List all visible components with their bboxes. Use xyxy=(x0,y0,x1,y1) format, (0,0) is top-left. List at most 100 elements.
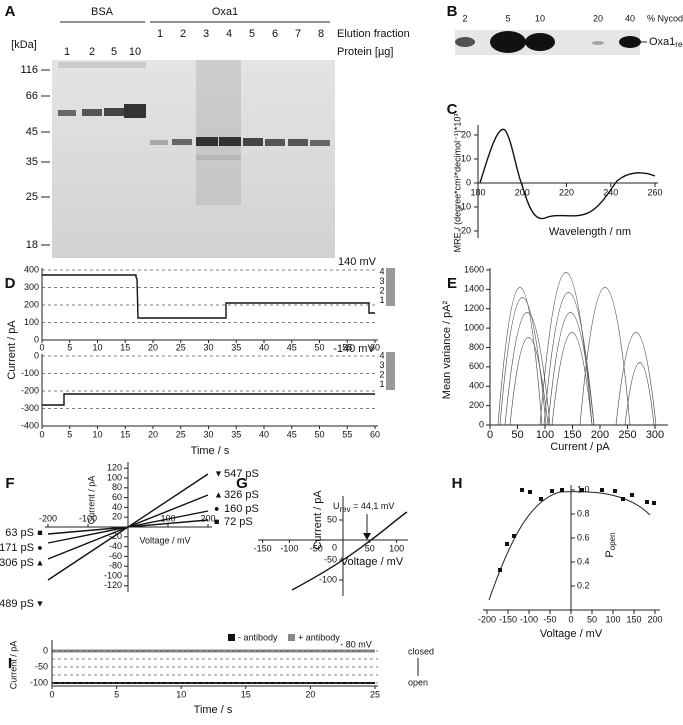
y-tick-label: 1.0 xyxy=(577,484,590,494)
x-tick-label: 20 xyxy=(148,342,158,352)
x-tick-label: 5 xyxy=(114,689,119,699)
lane-label: 4 xyxy=(226,28,232,40)
level-label: 3 xyxy=(379,360,384,370)
y-tick-label: -100 xyxy=(319,574,337,584)
y-tick-label: 0 xyxy=(479,419,484,429)
y-axis-label: Current / pA xyxy=(86,476,96,525)
y-tick-label: -60 xyxy=(109,551,122,561)
fraction-label: 40 xyxy=(625,13,635,23)
voltage-label: -140 mV xyxy=(333,343,375,355)
popen-points xyxy=(498,488,656,572)
x-tick-label: 50 xyxy=(314,429,324,439)
y-tick-label: -20 xyxy=(458,225,471,235)
text-part: Oxa1 xyxy=(649,36,675,48)
x-tick-label: 150 xyxy=(563,429,581,441)
voltage-label: 140 mV xyxy=(338,256,377,268)
y-tick-label: 300 xyxy=(24,282,39,292)
x-axis-label: Time / s xyxy=(194,704,233,716)
x-tick-label: 0 xyxy=(487,429,493,441)
y-tick-label: 1400 xyxy=(464,284,484,294)
bands xyxy=(58,60,330,205)
level-bar xyxy=(386,268,395,306)
x-tick-label: -100 xyxy=(79,513,97,523)
y-tick-label: 50 xyxy=(327,514,337,524)
lane-label: 2 xyxy=(180,28,186,40)
conductance-label: 160 pS xyxy=(224,503,259,515)
marker-label: 66 xyxy=(26,90,38,102)
legend-swatch xyxy=(288,634,295,641)
lane-label: 5 xyxy=(111,46,117,58)
x-tick-label: 55 xyxy=(342,429,352,439)
y-tick-label: 400 xyxy=(24,264,39,274)
x-tick-label: 100 xyxy=(605,614,620,624)
conductance-label: 306 pS xyxy=(0,557,34,569)
y-axis-label: Current / pA xyxy=(312,490,324,550)
x-tick-label: 45 xyxy=(287,342,297,352)
x-tick-label: 30 xyxy=(203,429,213,439)
x-tick-label: 55 xyxy=(342,342,352,352)
y-tick-label: 0 xyxy=(34,334,39,344)
y-tick-label: 100 xyxy=(107,472,122,482)
x-tick-label: 30 xyxy=(203,342,213,352)
y-tick-label: -40 xyxy=(109,541,122,551)
y-tick-label: 0.2 xyxy=(577,580,590,590)
lane-label: 1 xyxy=(157,28,163,40)
conductance-label: 171 pS xyxy=(0,542,34,554)
trace-140 xyxy=(42,274,375,319)
legend-label: + antibody xyxy=(298,632,340,642)
x-tick-label: 200 xyxy=(515,187,530,197)
x-tick-label: 35 xyxy=(231,429,241,439)
y-tick-label: -50 xyxy=(35,661,48,671)
x-tick-label: 50 xyxy=(365,543,375,553)
origin-label: 0 xyxy=(332,542,337,552)
x-tick-label: 15 xyxy=(120,429,130,439)
panel-letter: D xyxy=(5,275,16,292)
x-tick-label: 260 xyxy=(647,187,662,197)
y-tick-label: -20 xyxy=(109,531,122,541)
x-tick-label: 50 xyxy=(511,429,523,441)
x-tick-label: 10 xyxy=(176,689,186,699)
x-tick-label: 10 xyxy=(92,429,102,439)
conductance-label: 63 pS xyxy=(5,527,34,539)
y-tick-label: 40 xyxy=(112,502,122,512)
x-tick-label: 150 xyxy=(626,614,641,624)
text-sub: open xyxy=(608,532,617,550)
marker-symbol: ● xyxy=(214,503,219,513)
x-axis-label: Voltage / mV xyxy=(540,628,603,640)
y-tick-label: 0.4 xyxy=(577,556,590,566)
y-tick-label: 200 xyxy=(469,400,484,410)
x-tick-label: 5 xyxy=(67,429,72,439)
panel-letter: H xyxy=(452,475,463,492)
x-tick-label: 0 xyxy=(568,614,573,624)
x-axis-label: Time / s xyxy=(191,445,230,457)
x-tick-label: 240 xyxy=(603,187,618,197)
trace-minus140 xyxy=(42,393,375,406)
y-tick-label: -100 xyxy=(21,368,39,378)
x-tick-label: 5 xyxy=(67,342,72,352)
text-sub: rev xyxy=(340,505,351,514)
x-tick-label: 45 xyxy=(287,429,297,439)
text-sub: rec xyxy=(675,40,683,49)
y-tick-label: 100 xyxy=(24,317,39,327)
x-axis-label: Voltage / mV xyxy=(139,535,190,545)
y-tick-label: -50 xyxy=(324,554,337,564)
level-label: 2 xyxy=(379,285,384,295)
panel-letter: C xyxy=(447,101,458,118)
x-tick-label: -150 xyxy=(254,543,272,553)
y-tick-label: 600 xyxy=(469,361,484,371)
y-tick-label: -300 xyxy=(21,403,39,413)
marker-symbol: ▲ xyxy=(36,557,45,567)
conductance-label: 72 pS xyxy=(224,516,253,528)
x-tick-label: 0 xyxy=(39,429,44,439)
lane-label: 1 xyxy=(64,46,70,58)
marker-label: 18 xyxy=(26,239,38,251)
y-tick-label: 1600 xyxy=(464,264,484,274)
y-tick-label: -100 xyxy=(104,570,122,580)
variance-arcs xyxy=(497,272,657,426)
conductance-label: 326 pS xyxy=(224,489,259,501)
lane-label: 3 xyxy=(203,28,209,40)
x-tick-label: 25 xyxy=(176,429,186,439)
fraction-label: 2 xyxy=(462,13,467,23)
iv-ramp xyxy=(291,511,408,591)
